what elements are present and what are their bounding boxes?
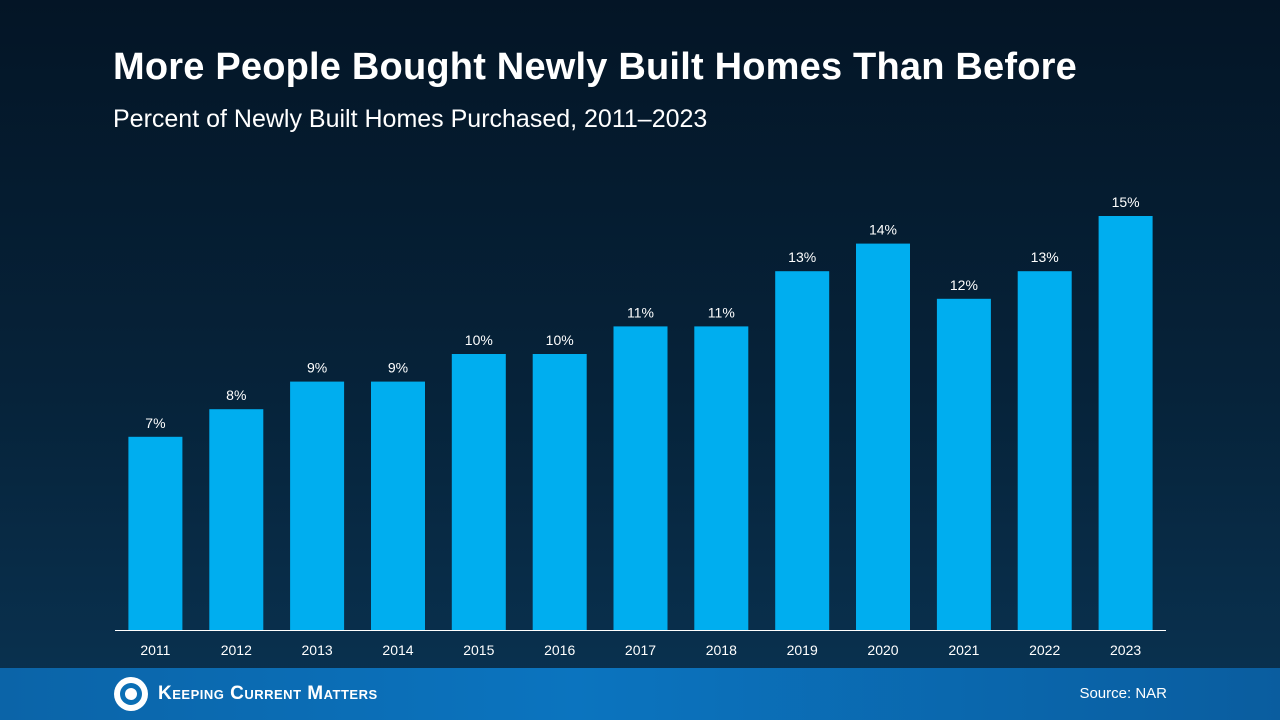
x-tick-label-2019: 2019 [787,642,818,658]
x-tick-label-2021: 2021 [948,642,979,658]
x-tick-label-2011: 2011 [140,642,170,658]
bar-2023 [1098,216,1153,630]
data-label-2012: 8% [226,387,246,403]
x-tick-label-2013: 2013 [302,642,333,658]
data-label-2018: 11% [708,304,735,320]
bar-2015 [451,354,506,630]
chart-subtitle: Percent of Newly Built Homes Purchased, … [113,105,708,133]
kcm-logo-icon [114,677,148,711]
logo-text: Keeping Current Matters [158,683,378,704]
bar-2013 [290,381,345,630]
bar-2021 [936,298,991,630]
data-label-2016: 10% [546,332,574,348]
bar-2016 [532,354,587,630]
bar-2019 [775,271,830,630]
x-tick-label-2022: 2022 [1029,642,1060,658]
data-label-2013: 9% [307,360,327,376]
data-label-2020: 14% [869,222,897,238]
bar-2018 [694,326,749,630]
source-note: Source: NAR [1079,685,1167,702]
bar-2022 [1017,271,1072,630]
bar-2014 [371,381,425,630]
data-label-2023: 15% [1112,194,1140,210]
x-tick-label-2016: 2016 [544,642,575,658]
data-label-2019: 13% [788,249,816,265]
data-label-2011: 7% [145,415,165,431]
x-tick-label-2015: 2015 [463,642,494,658]
chart-title: More People Bought Newly Built Homes Tha… [113,46,1077,88]
data-label-2015: 10% [465,332,493,348]
bar-2017 [613,326,668,630]
bar-2020 [856,243,910,630]
footer-bar: Keeping Current Matters Source: NAR [0,668,1280,720]
x-tick-label-2018: 2018 [706,642,737,658]
x-tick-label-2023: 2023 [1110,642,1141,658]
bar-chart: 7% 2011 8% 2012 9% 2013 9% 2014 10% 2015 10% 2016 11… [128,194,1153,658]
bar-2011 [128,436,183,630]
data-label-2021: 12% [950,277,978,293]
data-label-2014: 9% [388,360,408,376]
x-tick-label-2012: 2012 [221,642,252,658]
x-tick-label-2014: 2014 [382,642,413,658]
x-tick-label-2017: 2017 [625,642,656,658]
data-label-2022: 13% [1031,249,1059,265]
data-label-2017: 11% [627,304,654,320]
logo: Keeping Current Matters [114,676,378,712]
x-tick-label-2020: 2020 [867,642,898,658]
bar-2012 [209,409,264,630]
